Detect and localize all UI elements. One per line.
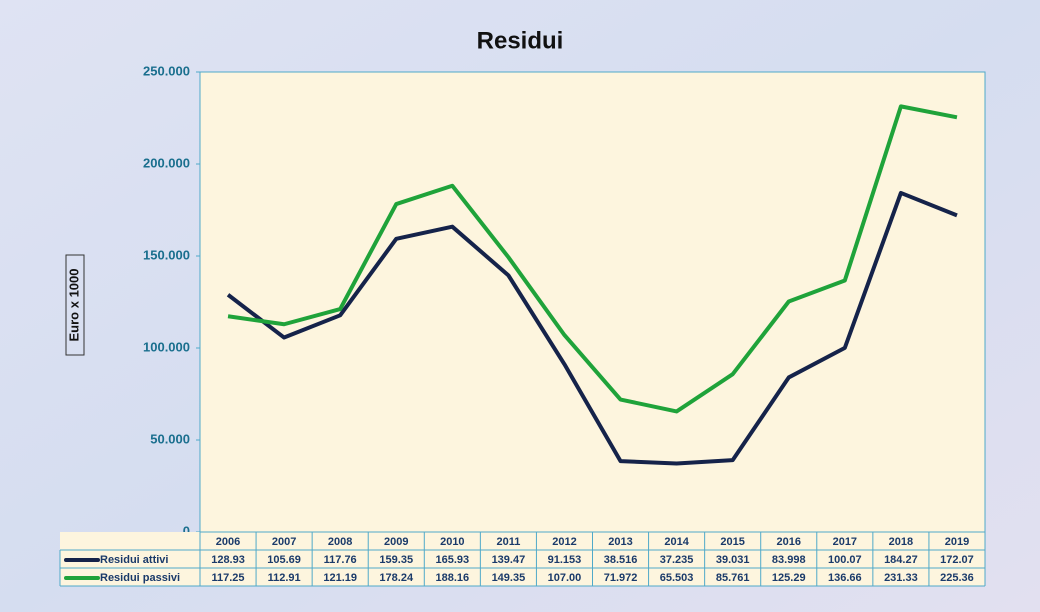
table-value: 112.91 bbox=[268, 572, 301, 584]
table-value: 37.235 bbox=[660, 554, 694, 566]
table-value: 165.93 bbox=[435, 554, 469, 566]
x-tick-label: 2018 bbox=[889, 536, 913, 548]
table-value: 65.503 bbox=[660, 572, 694, 584]
table-value: 117.76 bbox=[324, 554, 357, 566]
x-tick-label: 2017 bbox=[833, 536, 857, 548]
table-value: 107.00 bbox=[548, 572, 582, 584]
table-value: 83.998 bbox=[772, 554, 806, 566]
table-value: 225.36 bbox=[940, 572, 974, 584]
x-tick-label: 2007 bbox=[272, 536, 296, 548]
table-value: 178.24 bbox=[379, 572, 414, 584]
table-value: 139.47 bbox=[492, 554, 526, 566]
series-line bbox=[227, 104, 958, 414]
table-value: 117.25 bbox=[212, 572, 245, 584]
y-tick-label: 50.000 bbox=[150, 431, 190, 446]
table-value: 184.27 bbox=[884, 554, 918, 566]
y-tick-label: 200.000 bbox=[143, 155, 190, 170]
table-value: 71.972 bbox=[604, 572, 638, 584]
table-value: 38.516 bbox=[604, 554, 638, 566]
table-value: 188.16 bbox=[435, 572, 469, 584]
table-value: 128.93 bbox=[211, 554, 245, 566]
table-value: 85.761 bbox=[716, 572, 750, 584]
x-tick-label: 2009 bbox=[384, 536, 408, 548]
table-value: 91.153 bbox=[548, 554, 582, 566]
plot-area bbox=[199, 71, 986, 533]
x-tick-label: 2012 bbox=[552, 536, 576, 548]
x-tick-label: 2008 bbox=[328, 536, 352, 548]
x-tick-label: 2014 bbox=[664, 536, 689, 548]
y-label-box bbox=[65, 254, 85, 356]
x-tick-label: 2011 bbox=[496, 536, 520, 548]
x-tick-label: 2013 bbox=[608, 536, 632, 548]
x-tick-label: 2015 bbox=[720, 536, 744, 548]
x-tick-label: 2010 bbox=[440, 536, 464, 548]
x-tick-label: 2019 bbox=[945, 536, 969, 548]
legend-label: Residui attivi bbox=[100, 554, 168, 566]
x-tick-label: 2016 bbox=[777, 536, 801, 548]
y-axis-label: Euro x 1000 bbox=[66, 269, 81, 342]
table-value: 105.69 bbox=[267, 554, 301, 566]
table-value: 125.29 bbox=[772, 572, 806, 584]
x-tick-label: 2006 bbox=[216, 536, 240, 548]
y-tick-label: 150.000 bbox=[143, 247, 190, 262]
table-value: 121.19 bbox=[323, 572, 357, 584]
table-value: 136.66 bbox=[828, 572, 862, 584]
chart-title: Residui bbox=[477, 27, 564, 54]
table-value: 39.031 bbox=[716, 554, 750, 566]
legend-label: Residui passivi bbox=[100, 572, 180, 584]
series-line bbox=[226, 190, 958, 466]
table-value: 100.07 bbox=[828, 554, 862, 566]
table-value: 172.07 bbox=[940, 554, 974, 566]
table bbox=[60, 532, 985, 586]
table-value: 159.35 bbox=[379, 554, 413, 566]
table-value: 149.35 bbox=[492, 572, 526, 584]
y-tick-label: 250.000 bbox=[143, 63, 190, 78]
y-tick-label: 100.000 bbox=[143, 339, 190, 354]
table-value: 231.33 bbox=[884, 572, 918, 584]
y-tick-label: 0 bbox=[183, 523, 190, 538]
